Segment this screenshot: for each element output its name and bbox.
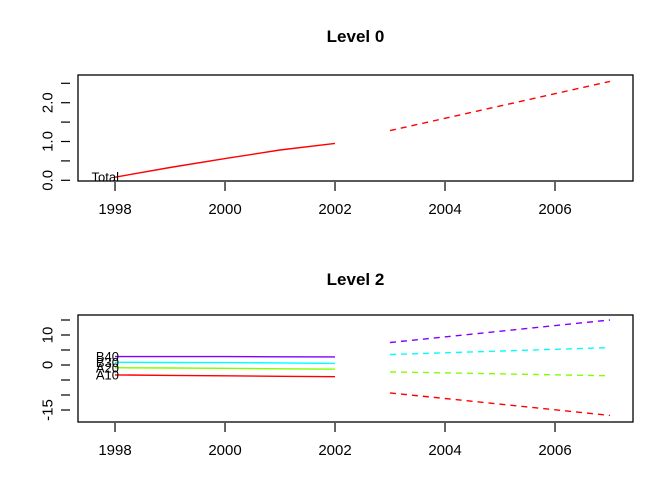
series-label-B40: B40 — [96, 349, 119, 364]
x-tick-label: 2002 — [318, 201, 351, 218]
series-label-A10: A10 — [96, 367, 119, 382]
series-B40-forecast-line — [389, 319, 611, 344]
series-B30-forecast-line — [389, 346, 611, 356]
x-tick-label: 1998 — [98, 442, 131, 459]
series-A10-history-line — [114, 374, 336, 378]
series-A20-history-line — [114, 367, 336, 370]
panel-level0: 1998 2000 2002 2004 2006 0.0 1.0 2.0 Total — [39, 74, 634, 218]
series-label-A20: A20 — [96, 360, 119, 375]
series-B30-history-line — [114, 361, 336, 365]
series-A20-forecast-line — [389, 371, 611, 377]
x-tick-label: 2006 — [538, 442, 571, 459]
series-Total-history-line — [114, 142, 336, 178]
series-Total-forecast-line — [389, 80, 611, 132]
panel-title-level2: Level 2 — [327, 270, 385, 289]
y-tick-label: 0 — [39, 361, 56, 369]
y-tick-label: 10 — [39, 327, 56, 344]
x-tick-label: 2004 — [428, 201, 461, 218]
y-tick-label: 0.0 — [39, 170, 56, 191]
x-tick-label: 1998 — [98, 201, 131, 218]
panel-title-level0: Level 0 — [327, 27, 385, 46]
series-label-B30: B30 — [96, 355, 119, 370]
x-tick-label: 2002 — [318, 442, 351, 459]
x-tick-label: 2000 — [208, 201, 241, 218]
series-label-Total: Total — [92, 170, 120, 185]
y-tick-label: -15 — [39, 399, 56, 421]
series-A10-forecast-line — [389, 392, 611, 417]
plot-box — [77, 314, 634, 423]
x-tick-label: 2006 — [538, 201, 571, 218]
x-tick-label: 2004 — [428, 442, 461, 459]
y-tick-label: 1.0 — [39, 131, 56, 152]
x-tick-label: 2000 — [208, 442, 241, 459]
y-tick-label: 2.0 — [39, 92, 56, 113]
plot-box — [77, 74, 634, 182]
